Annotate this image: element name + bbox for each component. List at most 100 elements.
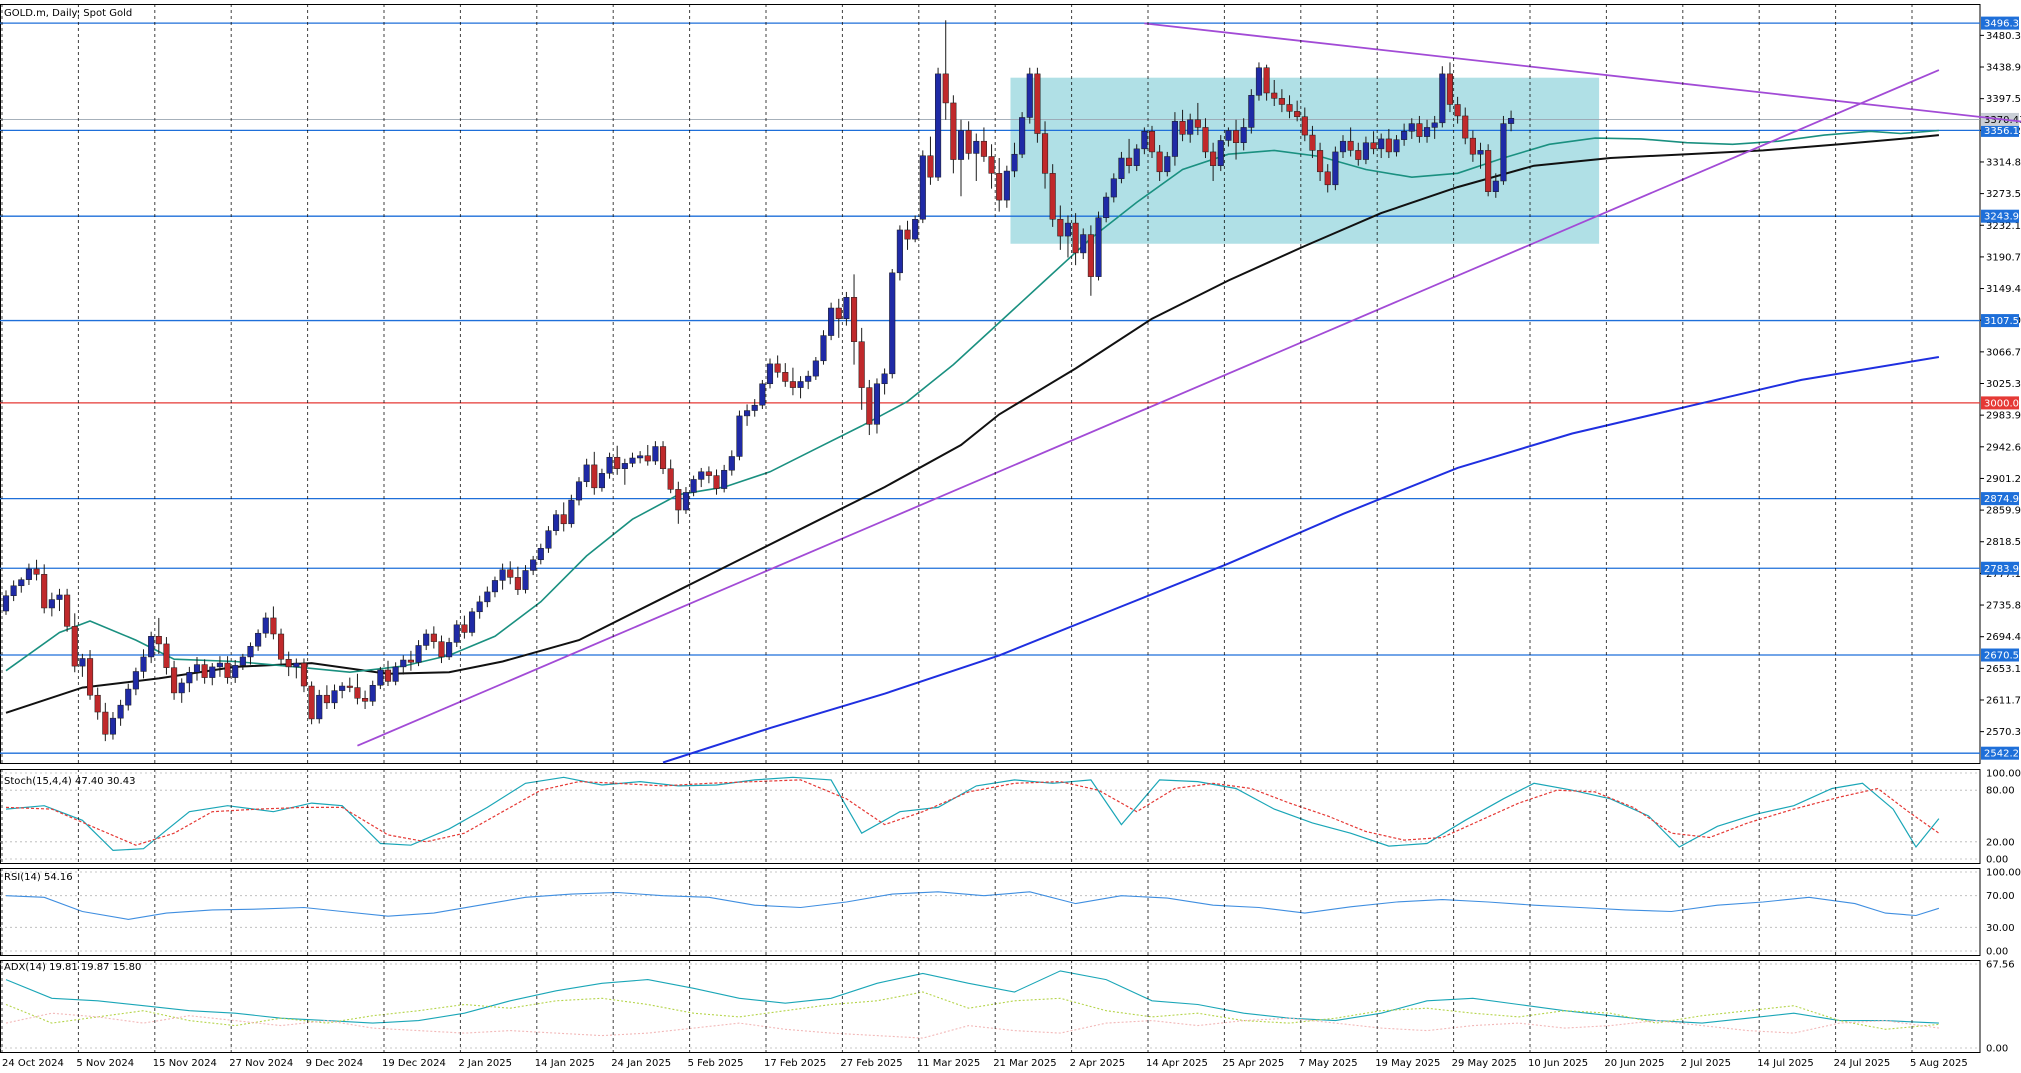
candle-body[interactable] (1508, 117, 1515, 124)
candle-body[interactable] (468, 611, 476, 633)
candle-body[interactable] (1087, 234, 1094, 277)
candle-body[interactable] (1385, 138, 1392, 153)
candle-body[interactable] (850, 297, 858, 342)
candle-body[interactable] (423, 633, 430, 646)
candle-body[interactable] (209, 666, 216, 678)
candle-body[interactable] (759, 383, 766, 406)
candle-body[interactable] (1118, 157, 1125, 179)
trendline[interactable] (1144, 22, 2021, 125)
candle-body[interactable] (56, 594, 63, 600)
candle-body[interactable] (1217, 140, 1224, 166)
candle-body[interactable] (109, 717, 117, 735)
candle-body[interactable] (1485, 150, 1492, 192)
candle-body[interactable] (362, 698, 369, 702)
candle-body[interactable] (1194, 119, 1201, 128)
candle-body[interactable] (1041, 133, 1049, 174)
candle-body[interactable] (1072, 222, 1079, 254)
candle-body[interactable] (583, 464, 590, 482)
candle-body[interactable] (41, 574, 48, 609)
candle-body[interactable] (560, 514, 567, 525)
candle-body[interactable] (1294, 111, 1301, 117)
candle-body[interactable] (33, 568, 40, 575)
candle-body[interactable] (675, 489, 682, 511)
candle-body[interactable] (415, 645, 422, 663)
candle-body[interactable] (1423, 127, 1431, 137)
candle-body[interactable] (751, 404, 758, 411)
candle-body[interactable] (86, 658, 94, 696)
candle-body[interactable] (1057, 219, 1064, 237)
candle-body[interactable] (652, 446, 659, 462)
candle-body[interactable] (1011, 153, 1018, 172)
candle-body[interactable] (270, 617, 277, 635)
candle-body[interactable] (1202, 127, 1209, 153)
candle-body[interactable] (308, 685, 315, 720)
candle-body[interactable] (912, 219, 919, 240)
candle-body[interactable] (736, 415, 743, 457)
candle-body[interactable] (1080, 234, 1087, 254)
candle-body[interactable] (705, 471, 712, 476)
candle-body[interactable] (323, 694, 330, 704)
candle-body[interactable] (744, 410, 751, 417)
candle-body[interactable] (1492, 180, 1499, 192)
candle-body[interactable] (659, 446, 667, 469)
candle-body[interactable] (904, 229, 911, 240)
candle-body[interactable] (629, 457, 636, 464)
candle-body[interactable] (1454, 104, 1461, 117)
candle-body[interactable] (1347, 140, 1354, 151)
candle-body[interactable] (935, 73, 942, 178)
candle-body[interactable] (1171, 121, 1178, 157)
candle-body[interactable] (224, 662, 231, 678)
candle-body[interactable] (530, 559, 537, 571)
candle-body[interactable] (491, 580, 499, 593)
candle-body[interactable] (1064, 222, 1072, 237)
candle-body[interactable] (721, 469, 728, 489)
candle-body[interactable] (1317, 150, 1324, 173)
candle-body[interactable] (446, 642, 453, 658)
candle-body[interactable] (1179, 121, 1186, 135)
candle-body[interactable] (728, 456, 735, 471)
candle-body[interactable] (369, 685, 376, 702)
candle-body[interactable] (186, 671, 193, 684)
candle-body[interactable] (1103, 196, 1110, 218)
candle-body[interactable] (48, 599, 55, 609)
candle-body[interactable] (1278, 98, 1285, 105)
candle-body[interactable] (461, 624, 468, 633)
candle-body[interactable] (392, 666, 399, 682)
candle-body[interactable] (927, 155, 934, 178)
candle-body[interactable] (568, 499, 575, 525)
candle-body[interactable] (507, 569, 514, 578)
candle-body[interactable] (1355, 150, 1362, 160)
candle-body[interactable] (1416, 123, 1423, 137)
candle-body[interactable] (835, 307, 842, 319)
candle-body[interactable] (155, 636, 162, 645)
candle-body[interactable] (407, 659, 414, 663)
candle-body[interactable] (285, 658, 292, 668)
candle-body[interactable] (545, 530, 552, 549)
candle-body[interactable] (201, 664, 208, 678)
candle-body[interactable] (1393, 139, 1400, 153)
candle-body[interactable] (300, 662, 308, 687)
candle-body[interactable] (858, 341, 865, 388)
candle-body[interactable] (1248, 95, 1255, 128)
candle-body[interactable] (2, 595, 10, 612)
candle-body[interactable] (843, 297, 850, 319)
candle-body[interactable] (1339, 140, 1347, 153)
candle-body[interactable] (171, 667, 178, 694)
candle-body[interactable] (293, 662, 300, 668)
candle-body[interactable] (614, 456, 621, 469)
candle-body[interactable] (973, 140, 980, 154)
candle-body[interactable] (1439, 73, 1446, 124)
candle-body[interactable] (1271, 92, 1278, 99)
candle-body[interactable] (789, 381, 796, 388)
candle-body[interactable] (782, 372, 789, 382)
candle-body[interactable] (1133, 148, 1140, 166)
candle-body[interactable] (1431, 122, 1438, 128)
candle-body[interactable] (71, 626, 78, 667)
price-pane[interactable]: 3480.313438.953397.593356.233314.873273.… (0, 4, 2021, 764)
candle-body[interactable] (1232, 130, 1240, 143)
candle-body[interactable] (606, 456, 613, 474)
candle-body[interactable] (132, 671, 139, 690)
candle-body[interactable] (828, 307, 835, 336)
candle-body[interactable] (889, 272, 896, 375)
candle-body[interactable] (942, 73, 949, 104)
